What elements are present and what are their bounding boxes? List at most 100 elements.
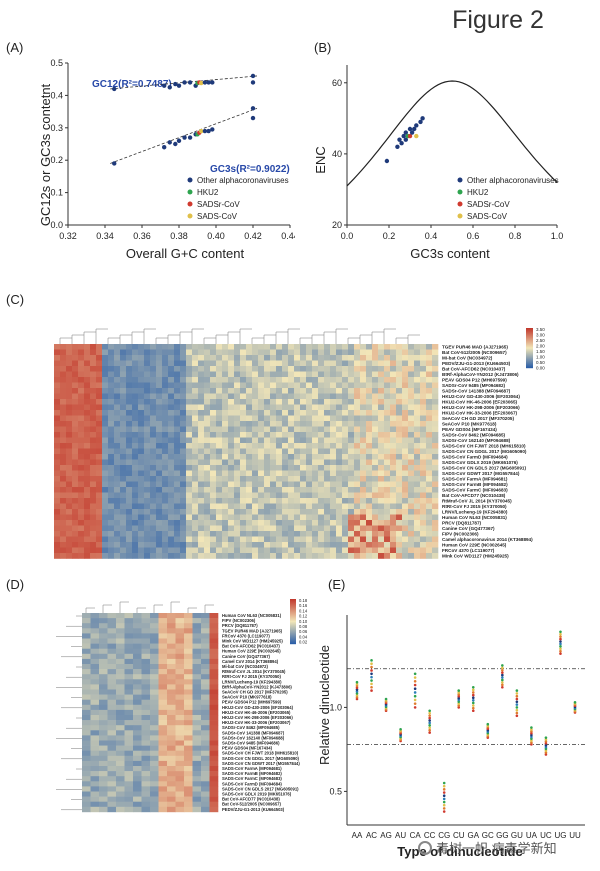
c-heat-cell <box>54 355 61 361</box>
c-heat-cell <box>186 437 193 444</box>
c-heat-cell <box>180 437 187 444</box>
c-heat-cell <box>90 470 97 477</box>
c-heat-cell <box>174 536 181 543</box>
c-heat-cell <box>150 503 157 510</box>
c-heat-cell <box>138 355 145 361</box>
c-heat-cell <box>402 432 409 438</box>
c-row-label: RtMruf-CoV JL 2014 (KY370045) <box>442 499 512 504</box>
c-heat-cell <box>318 366 325 372</box>
c-heat-cell <box>150 448 157 455</box>
c-heat-cell <box>102 382 109 389</box>
c-heat-cell <box>390 525 397 532</box>
c-heat-cell <box>156 531 163 537</box>
d-heat-cell <box>116 623 125 629</box>
e-point <box>428 711 431 715</box>
c-scale-bar <box>526 344 533 346</box>
c-heat-cell <box>366 492 373 499</box>
c-heat-cell <box>138 388 145 394</box>
c-row-label: SADS-CoV GDWT 2017 (MG557844) <box>442 471 520 476</box>
c-heat-cell <box>312 426 319 433</box>
c-heat-cell <box>432 498 439 504</box>
d-heat-cell <box>192 725 202 731</box>
c-heat-cell <box>210 344 217 350</box>
c-heat-cell <box>390 547 397 554</box>
c-heat-cell <box>180 498 187 504</box>
c-heat-cell <box>396 415 403 422</box>
c-heat-cell <box>354 377 361 383</box>
d-heat-cell <box>141 771 151 777</box>
e-point <box>442 807 446 810</box>
c-heat-cell <box>264 371 271 378</box>
d-heat-cell <box>201 791 210 797</box>
d-heat-cell <box>201 801 210 808</box>
c-heat-cell <box>420 525 427 532</box>
c-heat-cell <box>420 465 427 471</box>
d-heat-cell <box>192 679 202 685</box>
c-heat-cell <box>192 531 199 537</box>
c-heat-cell <box>90 415 97 422</box>
c-heat-cell <box>102 454 109 460</box>
c-heat-cell <box>432 492 439 499</box>
c-heat-cell <box>312 448 319 455</box>
c-heat-cell <box>426 454 433 460</box>
c-heat-cell <box>330 470 337 477</box>
c-heat-cell <box>390 355 397 361</box>
c-heat-cell <box>78 432 85 438</box>
c-heat-cell <box>420 542 427 548</box>
c-heat-cell <box>240 399 247 405</box>
c-heat-cell <box>168 426 175 433</box>
c-heat-cell <box>288 393 295 400</box>
c-heat-cell <box>96 492 103 499</box>
c-heat-cell <box>138 547 145 554</box>
c-heat-cell <box>300 492 307 499</box>
c-heat-cell <box>390 382 397 389</box>
c-heat-cell <box>204 531 211 537</box>
d-heat-cell <box>90 715 100 721</box>
c-heat-cell <box>276 525 283 532</box>
c-heat-cell <box>312 536 319 543</box>
e-point <box>559 632 562 636</box>
c-heat-cell <box>270 525 277 532</box>
d-heat-cell <box>184 791 193 797</box>
c-heat-cell <box>414 487 421 493</box>
c-heat-cell <box>324 465 331 471</box>
c-heat-cell <box>324 355 331 361</box>
d-heat-cell <box>124 745 134 751</box>
c-heat-cell <box>342 399 349 405</box>
c-heat-cell <box>300 448 307 455</box>
c-heat-cell <box>432 553 439 559</box>
c-heat-cell <box>402 443 409 449</box>
d-heat-cell <box>167 709 176 716</box>
c-heat-cell <box>228 393 235 400</box>
c-heat-cell <box>192 443 199 449</box>
c-heat-cell <box>204 498 211 504</box>
c-heat-cell <box>66 388 73 394</box>
c-heat-cell <box>252 536 259 543</box>
d-heat-cell <box>209 786 219 792</box>
c-heat-cell <box>282 547 289 554</box>
c-heat-cell <box>222 498 229 504</box>
c-heat-cell <box>186 344 193 350</box>
c-heat-cell <box>198 470 205 477</box>
e-point <box>471 699 475 702</box>
d-heat-cell <box>167 786 176 792</box>
c-heat-cell <box>336 448 343 455</box>
c-heat-cell <box>204 377 211 383</box>
d-heat-cell <box>209 776 219 782</box>
a-point <box>202 80 208 85</box>
c-heat-cell <box>180 426 187 433</box>
c-heat-cell <box>168 547 175 554</box>
c-heat-cell <box>408 470 415 477</box>
c-heat-cell <box>54 426 61 433</box>
d-heat-cell <box>90 720 100 726</box>
c-heat-cell <box>144 481 151 488</box>
c-heat-cell <box>312 366 319 372</box>
c-heat-cell <box>174 426 181 433</box>
c-heat-cell <box>150 459 157 466</box>
c-heat-cell <box>276 360 283 367</box>
c-heat-cell <box>306 382 313 389</box>
c-heat-cell <box>234 448 241 455</box>
c-heat-cell <box>84 498 91 504</box>
c-heat-cell <box>402 481 409 488</box>
c-heat-cell <box>294 459 301 466</box>
